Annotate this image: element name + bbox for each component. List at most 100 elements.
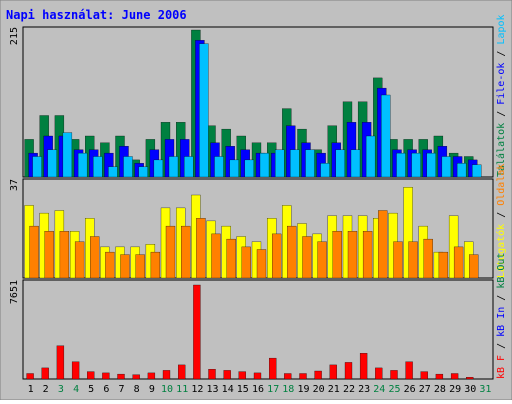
bottom-bar-day5 [87, 371, 95, 380]
middle-panel-max-label: 37 [9, 179, 20, 191]
bottom-bar-day25 [390, 370, 398, 380]
top-bar-series2-day8 [138, 166, 148, 178]
top-bar-series2-day1 [32, 156, 42, 178]
middle-bar-series1-day5 [90, 236, 100, 279]
bottom-bar-day23 [359, 353, 368, 380]
legend-entry: Találatok [495, 123, 507, 177]
day-label: 29 [449, 384, 461, 395]
top-bar-series2-day22 [350, 149, 361, 178]
day-label: 14 [222, 384, 234, 395]
legend-separator: / [496, 45, 507, 63]
middle-bar-series1-day6 [105, 251, 115, 279]
middle-bar-series1-day11 [181, 225, 191, 279]
bottom-bar-day17 [269, 357, 277, 380]
top-bar-series2-day9 [153, 159, 164, 178]
bottom-bar-day12 [193, 284, 201, 380]
day-axis-labels: 1 2 3 4 5 6 7 8 9 10 11 12 13 14 15 16 17 18 19 20 21 22 23 24 2… [28, 384, 492, 395]
middle-bar-series1-day15 [241, 246, 251, 279]
day-label: 13 [206, 384, 218, 395]
top-bar-series2-day30 [472, 164, 482, 178]
middle-bar-series1-day12 [196, 218, 206, 279]
top-bar-series2-day12 [199, 43, 209, 178]
top-bar-series2-day4 [77, 152, 88, 178]
top-bar-series2-day7 [123, 156, 133, 178]
top-bar-series2-day13 [214, 156, 224, 178]
legend-separator: / [496, 289, 507, 307]
bottom-bar-day16 [253, 372, 262, 380]
middle-bar-series1-day30 [469, 254, 479, 279]
day-label: 19 [297, 384, 309, 395]
middle-bar-series1-day16 [256, 249, 267, 279]
bottom-bar-day19 [299, 373, 307, 380]
top-bar-series2-day18 [290, 149, 300, 178]
day-label: 21 [328, 384, 340, 395]
day-label: 7 [118, 384, 124, 395]
top-bar-series2-day20 [320, 163, 330, 178]
bottom-bar-day3 [56, 345, 65, 380]
top-bar-series2-day26 [411, 152, 421, 178]
day-label: 3 [58, 384, 64, 395]
middle-bar-series1-day27 [423, 238, 433, 279]
middle-bar-series1-day20 [317, 241, 327, 279]
middle-bar-series1-day18 [287, 225, 297, 279]
chart-title: Napi használat: June 2006 [6, 8, 187, 22]
day-label: 12 [191, 384, 203, 395]
day-label: 11 [176, 384, 188, 395]
day-label: 15 [237, 384, 249, 395]
bottom-panel-frame [22, 279, 494, 380]
day-label: 25 [388, 384, 400, 395]
legend-separator: / [496, 337, 507, 355]
middle-bar-series1-day28 [438, 251, 449, 279]
day-label: 5 [88, 384, 94, 395]
legend-entry: kB F [496, 355, 507, 379]
top-bar-series2-day3 [62, 132, 73, 178]
day-label: 16 [252, 384, 264, 395]
middle-bar-series1-day23 [362, 231, 373, 279]
legend-entry: kB In [496, 307, 507, 337]
legend-separator: / [496, 206, 507, 224]
day-label: 4 [73, 384, 79, 395]
bottom-bar-day22 [344, 362, 353, 380]
bottom-bar-day15 [238, 371, 246, 380]
top-legend: Találatok / File-ok / Lapok [495, 14, 507, 177]
bottom-bar-day24 [375, 367, 383, 380]
bottom-bar-day21 [329, 364, 337, 380]
middle-bar-series1-day4 [74, 241, 85, 279]
day-label: 27 [419, 384, 431, 395]
bottom-bar-day8 [132, 374, 140, 380]
middle-bar-series1-day22 [347, 231, 358, 279]
bottom-bar-day10 [162, 370, 171, 380]
day-label: 20 [313, 384, 325, 395]
middle-bar-series1-day29 [453, 246, 464, 279]
chart-bars [24, 29, 482, 380]
top-bar-series2-day17 [275, 149, 285, 178]
bottom-bar-day26 [405, 361, 413, 380]
day-label: 17 [267, 384, 279, 395]
top-bar-series2-day24 [381, 94, 391, 178]
middle-bar-series1-day3 [59, 231, 70, 279]
middle-bar-series1-day9 [150, 251, 161, 279]
top-bar-series2-day19 [305, 149, 315, 178]
top-panel-max-label: 215 [9, 27, 20, 45]
middle-bar-series1-day1 [29, 225, 39, 279]
top-bar-series2-day5 [93, 156, 103, 178]
bottom-bar-day2 [41, 367, 49, 380]
middle-bar-series1-day7 [120, 254, 130, 279]
day-label: 2 [43, 384, 49, 395]
bottom-bar-day18 [284, 373, 292, 380]
top-bar-series2-day6 [108, 166, 118, 178]
chart-panels [22, 26, 494, 380]
legend-entry: Oldalak [496, 164, 507, 206]
bottom-bar-day11 [178, 364, 186, 380]
top-bar-series2-day29 [456, 163, 467, 178]
day-label: 9 [149, 384, 155, 395]
bottom-bar-day4 [71, 361, 80, 380]
middle-bar-series1-day24 [378, 210, 388, 279]
top-bar-series2-day16 [259, 152, 270, 178]
bottom-bar-day1 [26, 373, 34, 380]
bottom-bar-day30 [466, 377, 474, 380]
top-bar-series2-day14 [229, 159, 239, 178]
